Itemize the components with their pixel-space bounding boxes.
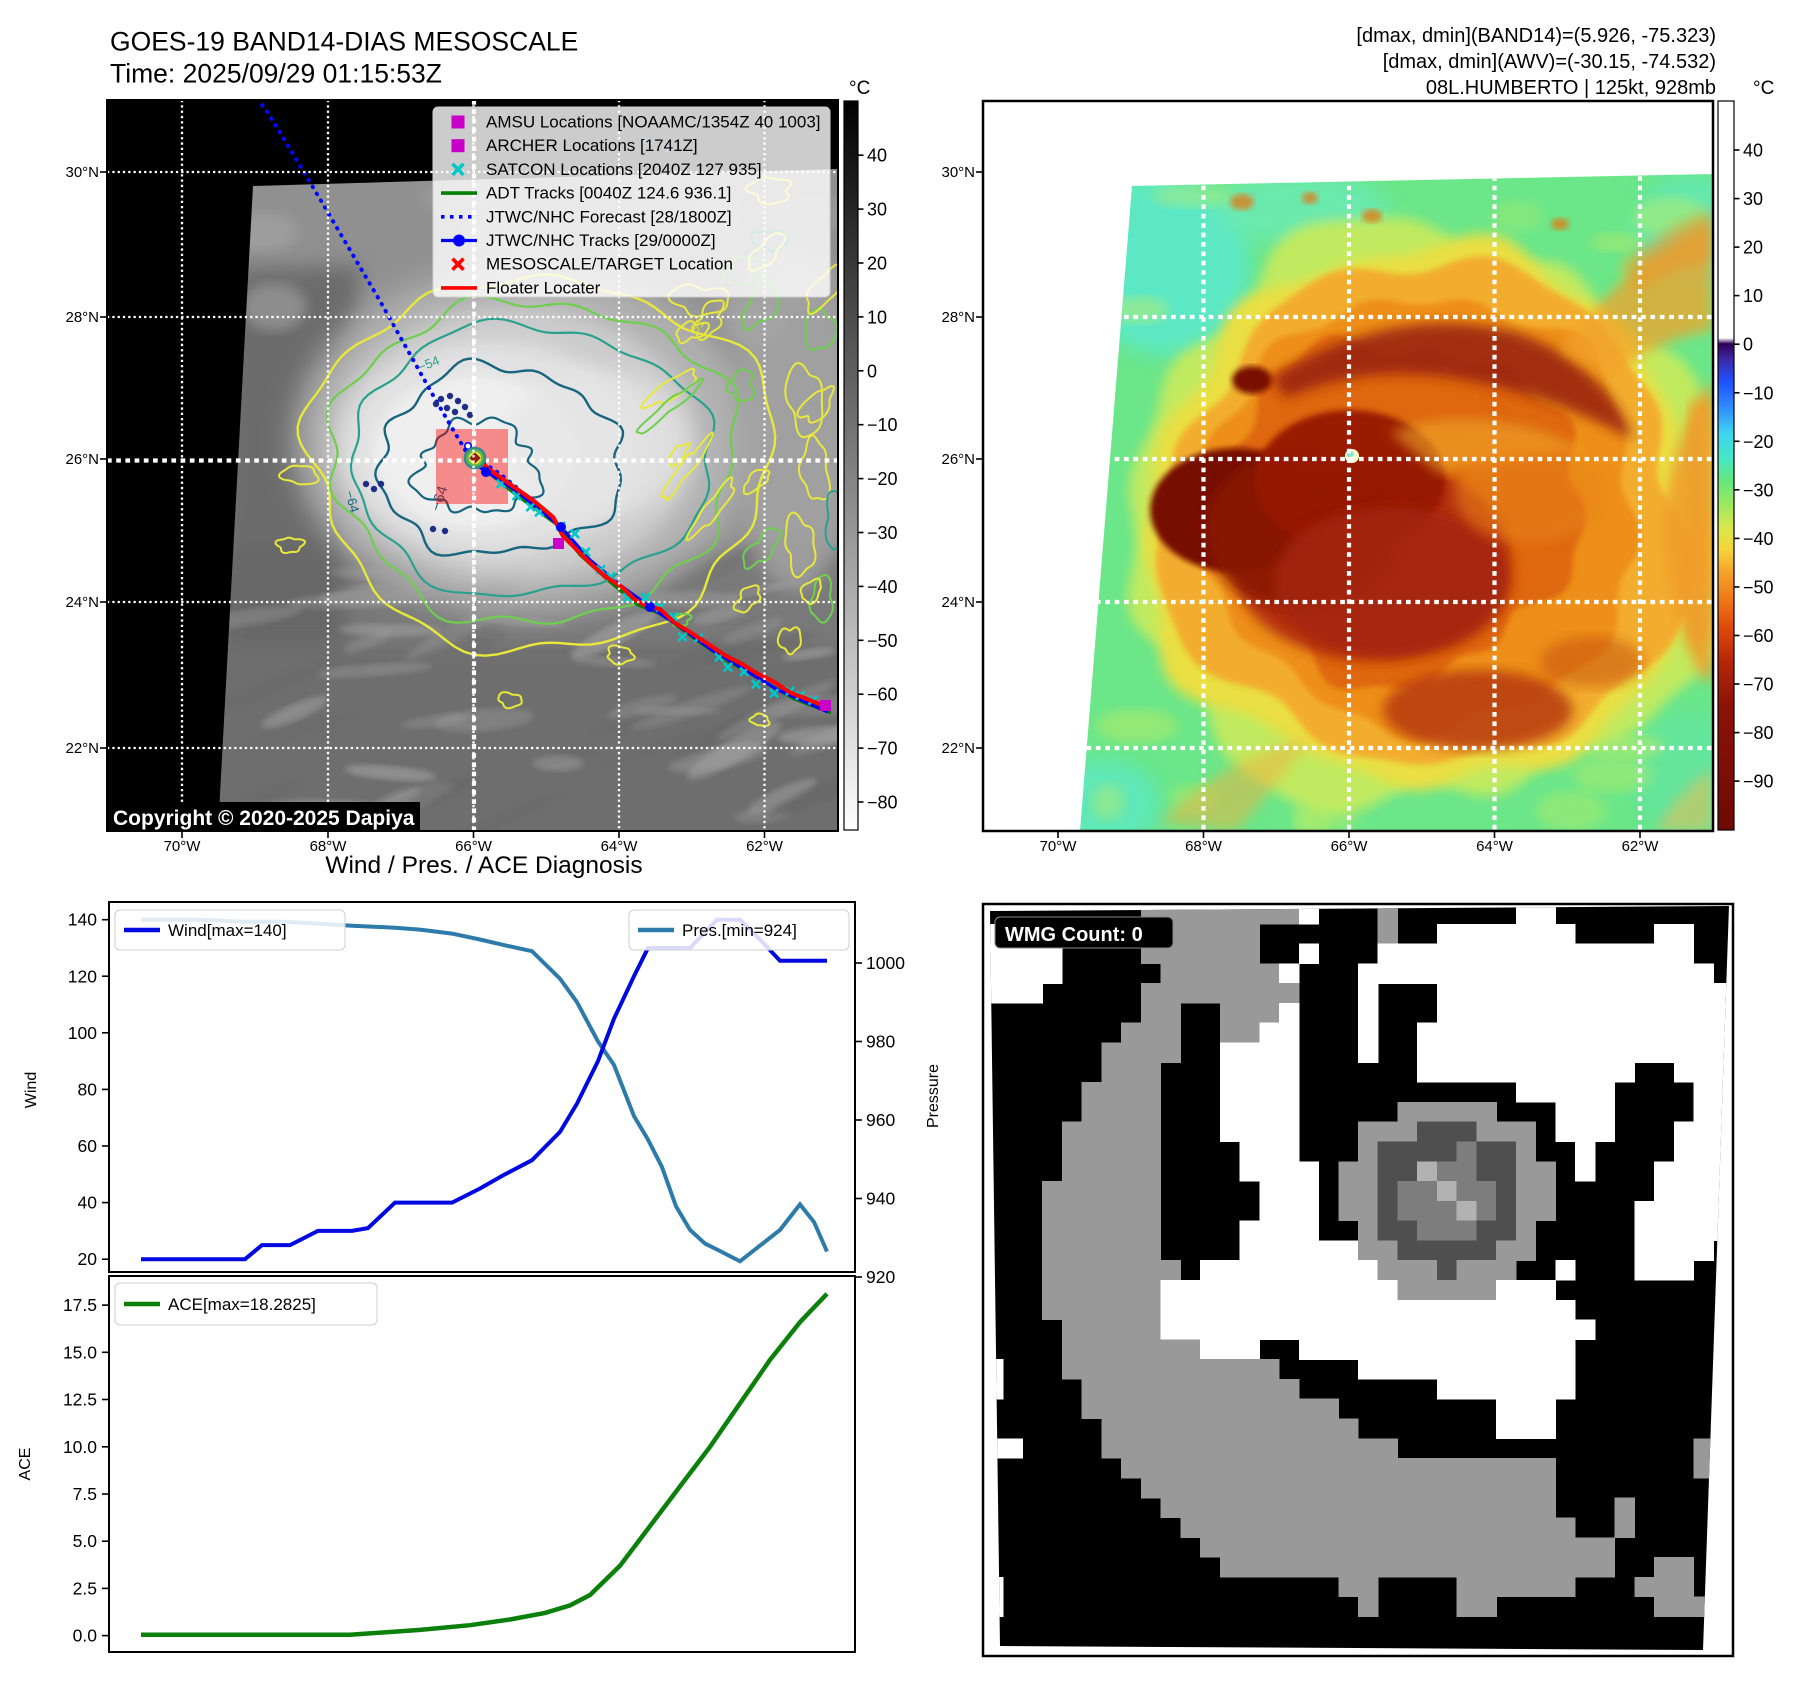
svg-text:Copyright © 2020-2025 Dapiya: Copyright © 2020-2025 Dapiya: [113, 807, 415, 830]
svg-text:64°W: 64°W: [601, 838, 639, 855]
svg-text:70°W: 70°W: [1040, 838, 1078, 855]
svg-text:960: 960: [866, 1110, 895, 1130]
svg-text:0: 0: [867, 361, 877, 381]
svg-text:62°W: 62°W: [1622, 838, 1660, 855]
svg-text:28°N: 28°N: [65, 309, 99, 326]
svg-text:20: 20: [1743, 238, 1763, 258]
svg-text:40: 40: [867, 146, 887, 166]
svg-text:5.0: 5.0: [73, 1531, 98, 1551]
svg-text:120: 120: [68, 966, 97, 986]
svg-text:1000: 1000: [866, 953, 905, 973]
svg-text:40: 40: [1743, 141, 1763, 161]
svg-text:SATCON Locations [2040Z 127 93: SATCON Locations [2040Z 127 935]: [486, 160, 762, 179]
svg-text:0: 0: [1743, 335, 1753, 355]
svg-text:WMG Count: 0: WMG Count: 0: [1005, 924, 1143, 946]
svg-text:940: 940: [866, 1189, 895, 1209]
svg-text:17.5: 17.5: [63, 1295, 97, 1315]
svg-text:Floater Locater: Floater Locater: [486, 278, 601, 297]
svg-text:26°N: 26°N: [941, 451, 975, 468]
svg-text:66°W: 66°W: [1331, 838, 1369, 855]
svg-text:60: 60: [78, 1136, 98, 1156]
svg-text:10: 10: [867, 307, 887, 327]
svg-text:2.5: 2.5: [73, 1578, 97, 1598]
svg-text:−90: −90: [1743, 772, 1774, 792]
svg-text:−80: −80: [867, 793, 898, 813]
svg-text:Wind: Wind: [23, 1072, 40, 1108]
svg-text:68°W: 68°W: [310, 838, 348, 855]
svg-text:70°W: 70°W: [164, 838, 202, 855]
svg-text:Pressure: Pressure: [925, 1064, 942, 1128]
svg-text:24°N: 24°N: [65, 594, 99, 611]
svg-text:MESOSCALE/TARGET Location: MESOSCALE/TARGET Location: [486, 255, 733, 274]
svg-text:22°N: 22°N: [941, 740, 975, 757]
svg-text:24°N: 24°N: [941, 594, 975, 611]
svg-text:15.0: 15.0: [63, 1342, 97, 1362]
svg-text:−50: −50: [867, 631, 898, 651]
svg-text:30°N: 30°N: [65, 164, 99, 181]
svg-text:66°W: 66°W: [455, 838, 493, 855]
svg-text:−60: −60: [1743, 626, 1774, 646]
svg-text:ARCHER Locations [1741Z]: ARCHER Locations [1741Z]: [486, 136, 698, 155]
svg-text:GOES-19 BAND14-DIAS MESOSCALE: GOES-19 BAND14-DIAS MESOSCALE: [110, 27, 578, 57]
svg-text:20: 20: [867, 254, 887, 274]
svg-text:26°N: 26°N: [65, 451, 99, 468]
svg-text:12.5: 12.5: [63, 1390, 97, 1410]
svg-text:−80: −80: [1743, 723, 1774, 743]
svg-text:−10: −10: [1743, 383, 1774, 403]
svg-text:140: 140: [68, 910, 97, 930]
svg-text:08L.HUMBERTO | 125kt, 928mb: 08L.HUMBERTO | 125kt, 928mb: [1426, 77, 1716, 99]
svg-text:7.5: 7.5: [73, 1484, 97, 1504]
svg-text:−64: −64: [342, 489, 362, 514]
svg-text:AMSU Locations [NOAAMC/1354Z 4: AMSU Locations [NOAAMC/1354Z 40 1003]: [486, 113, 821, 132]
svg-text:ADT Tracks [0040Z 124.6 936.1]: ADT Tracks [0040Z 124.6 936.1]: [486, 184, 731, 203]
svg-text:−20: −20: [867, 469, 898, 489]
svg-text:JTWC/NHC Tracks [29/0000Z]: JTWC/NHC Tracks [29/0000Z]: [486, 231, 716, 250]
svg-text:30: 30: [867, 200, 887, 220]
svg-text:64°W: 64°W: [1476, 838, 1514, 855]
svg-text:10: 10: [1743, 286, 1763, 306]
svg-text:40: 40: [78, 1193, 98, 1213]
svg-text:−50: −50: [1743, 577, 1774, 597]
svg-text:30°N: 30°N: [941, 164, 975, 181]
svg-text:JTWC/NHC Forecast [28/1800Z]: JTWC/NHC Forecast [28/1800Z]: [486, 207, 732, 226]
svg-text:Wind[max=140]: Wind[max=140]: [168, 921, 287, 940]
svg-text:−70: −70: [867, 739, 898, 759]
svg-text:68°W: 68°W: [1185, 838, 1223, 855]
svg-text:22°N: 22°N: [65, 740, 99, 757]
svg-text:−60: −60: [867, 685, 898, 705]
svg-text:20: 20: [78, 1249, 98, 1269]
svg-text:ACE[max=18.2825]: ACE[max=18.2825]: [168, 1295, 316, 1314]
svg-text:980: 980: [866, 1032, 895, 1052]
svg-text:−70: −70: [1743, 675, 1774, 695]
svg-text:−30: −30: [1743, 480, 1774, 500]
svg-text:30: 30: [1743, 189, 1763, 209]
svg-text:28°N: 28°N: [941, 309, 975, 326]
svg-text:80: 80: [78, 1079, 98, 1099]
svg-text:920: 920: [866, 1267, 895, 1287]
svg-text:−30: −30: [867, 523, 898, 543]
svg-text:Pres.[min=924]: Pres.[min=924]: [682, 921, 797, 940]
svg-text:10.0: 10.0: [63, 1437, 97, 1457]
svg-text:0.0: 0.0: [73, 1626, 98, 1646]
svg-text:100: 100: [68, 1023, 97, 1043]
svg-text:−40: −40: [1743, 529, 1774, 549]
svg-text:°C: °C: [849, 78, 870, 99]
svg-text:−40: −40: [867, 577, 898, 597]
svg-text:Time: 2025/09/29 01:15:53Z: Time: 2025/09/29 01:15:53Z: [110, 59, 442, 89]
svg-text:Wind / Pres. / ACE Diagnosis: Wind / Pres. / ACE Diagnosis: [325, 852, 642, 879]
svg-text:[dmax, dmin](AWV)=(-30.15, -74: [dmax, dmin](AWV)=(-30.15, -74.532): [1383, 51, 1716, 73]
svg-text:−10: −10: [867, 415, 898, 435]
svg-text:−20: −20: [1743, 432, 1774, 452]
svg-text:°C: °C: [1753, 78, 1774, 99]
svg-text:62°W: 62°W: [746, 838, 784, 855]
svg-text:ACE: ACE: [17, 1448, 34, 1481]
svg-text:[dmax, dmin](BAND14)=(5.926, -: [dmax, dmin](BAND14)=(5.926, -75.323): [1356, 25, 1716, 47]
